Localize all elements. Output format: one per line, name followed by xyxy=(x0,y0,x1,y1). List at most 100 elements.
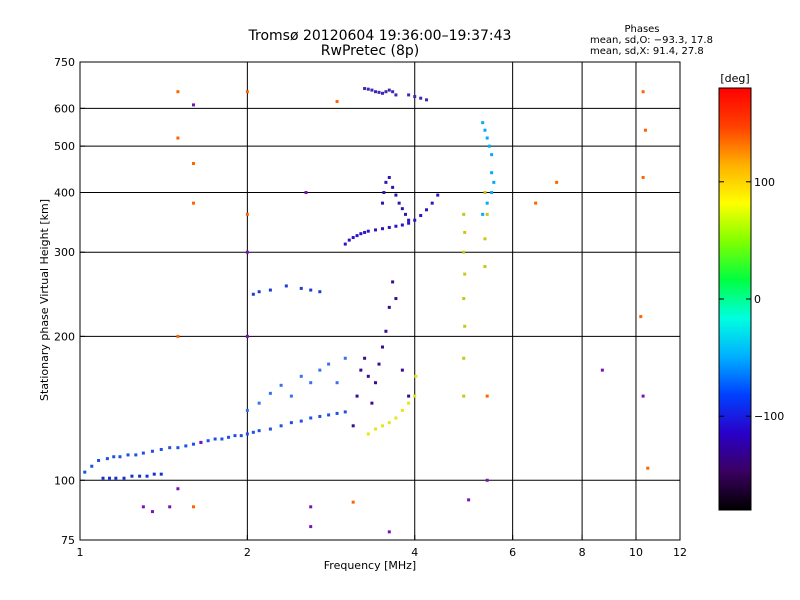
data-point xyxy=(168,446,172,450)
y-tick-label: 300 xyxy=(54,246,75,259)
data-point xyxy=(97,458,101,462)
y-tick-label: 400 xyxy=(54,186,75,199)
data-point xyxy=(176,90,180,94)
data-point xyxy=(483,128,487,132)
data-point xyxy=(394,224,398,228)
plot-frame xyxy=(79,61,681,541)
data-point xyxy=(394,193,398,197)
data-point xyxy=(641,90,645,94)
data-point xyxy=(490,153,494,157)
data-point xyxy=(485,201,489,205)
data-point xyxy=(284,284,288,288)
x-tick-label: 4 xyxy=(411,546,418,559)
data-point xyxy=(159,447,163,451)
data-point xyxy=(462,212,466,216)
data-point xyxy=(485,394,489,398)
data-point xyxy=(327,362,331,366)
phases-line-x: mean, sd,X: 91.4, 27.8 xyxy=(590,46,704,57)
data-point xyxy=(112,455,116,459)
data-point xyxy=(366,87,370,91)
data-point xyxy=(373,90,377,94)
data-point xyxy=(366,374,370,378)
data-point xyxy=(351,500,355,504)
x-tick-label: 2 xyxy=(244,546,251,559)
data-point xyxy=(380,424,384,428)
data-point xyxy=(245,408,249,412)
data-point xyxy=(387,421,391,425)
data-point xyxy=(168,505,172,509)
data-point xyxy=(245,432,249,436)
data-point xyxy=(366,229,370,233)
data-point xyxy=(251,292,255,296)
data-point xyxy=(213,437,217,441)
data-point xyxy=(114,476,118,480)
data-point xyxy=(176,446,180,450)
data-point xyxy=(363,230,367,234)
data-point xyxy=(400,408,404,412)
data-point xyxy=(366,432,370,436)
data-point xyxy=(384,329,388,333)
data-point xyxy=(397,201,401,205)
data-point xyxy=(436,193,440,197)
y-tick-label: 500 xyxy=(54,140,75,153)
data-point xyxy=(391,280,395,284)
data-point xyxy=(404,212,408,216)
data-point xyxy=(382,190,386,194)
data-point xyxy=(425,98,429,102)
data-point xyxy=(101,476,105,480)
data-point xyxy=(118,455,122,459)
data-point xyxy=(150,449,154,453)
data-point xyxy=(384,180,388,184)
data-point xyxy=(299,286,303,290)
data-point xyxy=(335,381,339,385)
x-tick-label: 8 xyxy=(579,546,586,559)
data-point xyxy=(355,234,359,238)
data-point xyxy=(391,185,395,189)
data-point xyxy=(413,95,417,99)
y-tick-label: 75 xyxy=(61,534,75,547)
data-point xyxy=(138,474,142,478)
data-point xyxy=(289,394,293,398)
data-point xyxy=(309,416,313,420)
data-point xyxy=(373,427,377,431)
data-point xyxy=(327,413,331,417)
data-point xyxy=(304,190,308,194)
data-point xyxy=(387,225,391,229)
data-point xyxy=(407,401,411,405)
data-point xyxy=(268,427,272,431)
data-point xyxy=(534,201,538,205)
y-axis-ticks: 75 100 200 300 400 500 600 750 xyxy=(54,56,85,547)
data-point xyxy=(419,96,423,100)
data-point xyxy=(394,93,398,97)
data-point xyxy=(257,290,261,294)
colorbar xyxy=(718,87,752,511)
data-point xyxy=(318,414,322,418)
data-point xyxy=(309,381,313,385)
data-point xyxy=(462,250,466,254)
data-point xyxy=(206,439,210,443)
data-point xyxy=(351,236,355,240)
data-point xyxy=(257,429,261,433)
data-point xyxy=(373,228,377,232)
data-point xyxy=(483,265,487,269)
data-point xyxy=(490,190,494,194)
data-point xyxy=(176,487,180,491)
data-point xyxy=(318,368,322,372)
data-point xyxy=(309,525,313,529)
data-point xyxy=(227,435,231,439)
data-point xyxy=(370,401,374,405)
data-point xyxy=(289,421,293,425)
data-point xyxy=(481,121,485,125)
data-point xyxy=(176,136,180,140)
data-point xyxy=(220,437,224,441)
data-point xyxy=(462,394,466,398)
data-point xyxy=(309,505,313,509)
data-point xyxy=(309,288,313,292)
data-point xyxy=(245,90,249,94)
data-point xyxy=(176,334,180,338)
data-point xyxy=(150,510,154,514)
grid-lines xyxy=(80,62,680,540)
data-point xyxy=(400,223,404,227)
